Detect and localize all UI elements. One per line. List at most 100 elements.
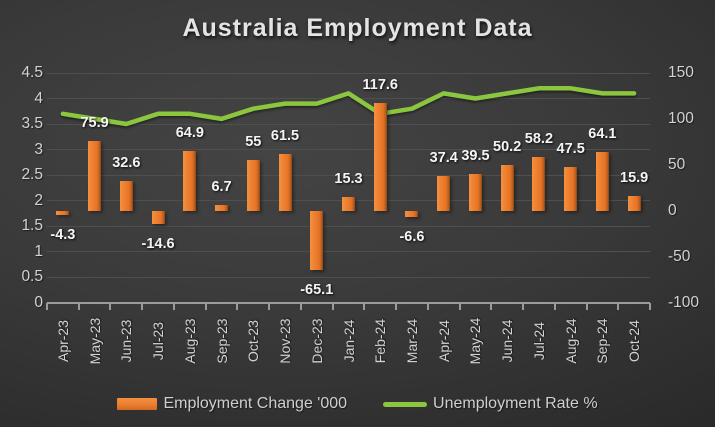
x-axis-tick-mark	[46, 302, 48, 310]
x-axis-tick-mark	[649, 302, 651, 310]
x-axis-tick-mark	[426, 302, 429, 310]
x-axis-label-Aug-24: Aug-24	[562, 318, 579, 364]
bar-Feb-24	[373, 102, 387, 211]
x-axis-tick-mark	[490, 302, 493, 310]
gridline	[47, 123, 650, 125]
x-axis-label-Jun-23: Jun-23	[118, 319, 135, 363]
data-label-Aug-24: 47.5	[556, 141, 585, 158]
gridline	[47, 72, 650, 74]
data-label-May-24: 39.5	[461, 148, 490, 165]
right-axis-tick-150: 150	[668, 64, 694, 81]
bar-May-24	[468, 174, 482, 211]
x-axis-label-Jan-24: Jan-24	[340, 319, 357, 363]
bar-Jan-24	[342, 196, 355, 211]
left-axis-tick-3.5: 3.5	[21, 115, 43, 132]
data-label-Jul-24: 58.2	[524, 131, 554, 148]
legend-item-unemployment-rate: Unemployment Rate %	[383, 395, 598, 413]
x-axis-tick-mark	[617, 302, 620, 310]
gridline	[47, 174, 650, 176]
right-axis-tick--100: -100	[668, 293, 700, 311]
x-axis-label-Jul-23: Jul-23	[150, 321, 167, 361]
x-axis-label-Nov-23: Nov-23	[277, 318, 294, 364]
gridline	[47, 251, 650, 252]
x-axis-label-Sep-24: Sep-24	[594, 318, 611, 364]
data-label-Sep-23: 6.7	[211, 178, 232, 195]
legend-label-unemployment-rate: Unemployment Rate %	[433, 395, 598, 412]
line-series-swatch-icon	[383, 401, 428, 407]
x-axis-label-Apr-23: Apr-23	[54, 319, 71, 363]
data-label-Oct-24: 15.9	[620, 170, 649, 187]
x-axis-tick-mark	[331, 302, 334, 310]
x-axis-label-Dec-23: Dec-23	[308, 318, 325, 364]
data-label-Feb-24: 117.6	[362, 76, 398, 93]
right-axis-tick-100: 100	[668, 109, 694, 127]
gridline	[47, 149, 650, 150]
x-axis-label-Feb-24: Feb-24	[372, 318, 389, 364]
gridline	[47, 98, 650, 99]
left-axis-tick-0: 0	[34, 293, 43, 311]
left-axis-tick-0.5: 0.5	[21, 268, 43, 285]
gridline	[47, 225, 650, 227]
bar-Apr-24	[437, 176, 451, 211]
data-label-Apr-23: -4.3	[50, 226, 76, 243]
bar-Nov-23	[278, 154, 292, 211]
x-axis-tick-mark	[141, 302, 144, 310]
bar-Jun-24	[500, 164, 514, 211]
x-axis-tick-mark	[522, 302, 525, 310]
left-axis-tick-1.5: 1.5	[21, 217, 43, 234]
left-axis-tick-2: 2	[34, 191, 43, 209]
left-axis-tick-4.5: 4.5	[21, 64, 43, 81]
bar-Mar-24	[405, 210, 419, 217]
data-label-Jun-24: 50.2	[493, 138, 522, 155]
legend: Employment Change '000 Unemployment Rate…	[0, 392, 715, 416]
right-axis-tick-50: 50	[668, 155, 686, 173]
bar-Aug-23	[183, 151, 197, 211]
x-axis-tick-mark	[172, 302, 175, 310]
bar-Aug-24	[564, 167, 578, 211]
x-axis-label-Apr-24: Apr-24	[435, 319, 452, 363]
left-axis-tick-4: 4	[34, 89, 43, 107]
data-label-Aug-23: 64.9	[175, 125, 204, 142]
data-label-May-23: 75.9	[80, 115, 109, 132]
x-axis-label-Aug-23: Aug-23	[181, 318, 198, 364]
left-axis-tick-1: 1	[34, 242, 43, 260]
x-axis-tick-mark	[299, 302, 302, 310]
x-axis-tick-mark	[553, 302, 556, 310]
x-axis-label-May-23: May-23	[86, 317, 103, 365]
x-axis-label-Oct-24: Oct-24	[626, 320, 643, 363]
x-axis-label-Sep-23: Sep-23	[213, 318, 230, 364]
x-axis-label-Jul-24: Jul-24	[530, 321, 547, 361]
bar-Oct-24	[627, 196, 641, 211]
bar-Dec-23	[310, 210, 324, 271]
x-axis-tick-mark	[363, 302, 366, 310]
bar-Oct-23	[246, 160, 260, 211]
data-label-Nov-23: 61.5	[270, 128, 300, 145]
gridline	[47, 276, 650, 278]
legend-item-employment-change: Employment Change '000	[117, 395, 347, 413]
x-axis-tick-mark	[585, 302, 588, 310]
data-label-Dec-23: -65.1	[300, 282, 334, 299]
data-label-Mar-24: -6.6	[399, 228, 425, 245]
x-axis-tick-mark	[395, 302, 398, 310]
data-label-Apr-24: 37.4	[429, 150, 458, 167]
bar-Sep-23	[215, 204, 229, 211]
right-axis-tick-0: 0	[668, 201, 677, 219]
chart-title: Australia Employment Data	[182, 14, 533, 42]
bar-Jul-24	[532, 157, 546, 211]
bar-Jul-23	[151, 210, 165, 225]
x-axis-label-May-24: May-24	[467, 317, 484, 365]
bar-Sep-24	[595, 151, 609, 211]
x-axis-tick-mark	[458, 302, 461, 310]
x-axis-tick-mark	[268, 302, 271, 310]
data-label-Sep-24: 64.1	[588, 125, 617, 142]
legend-label-employment-change: Employment Change '000	[163, 395, 348, 412]
bar-series-swatch-icon	[117, 398, 158, 410]
x-axis-label-Mar-24: Mar-24	[403, 318, 420, 364]
data-label-Jan-24: 15.3	[334, 170, 363, 187]
data-label-Jun-23: 32.6	[112, 154, 141, 171]
unemployment-rate-line	[60, 86, 637, 127]
x-axis-tick-mark	[236, 302, 239, 310]
left-axis-tick-2.5: 2.5	[21, 166, 43, 183]
x-axis-line	[47, 301, 650, 304]
